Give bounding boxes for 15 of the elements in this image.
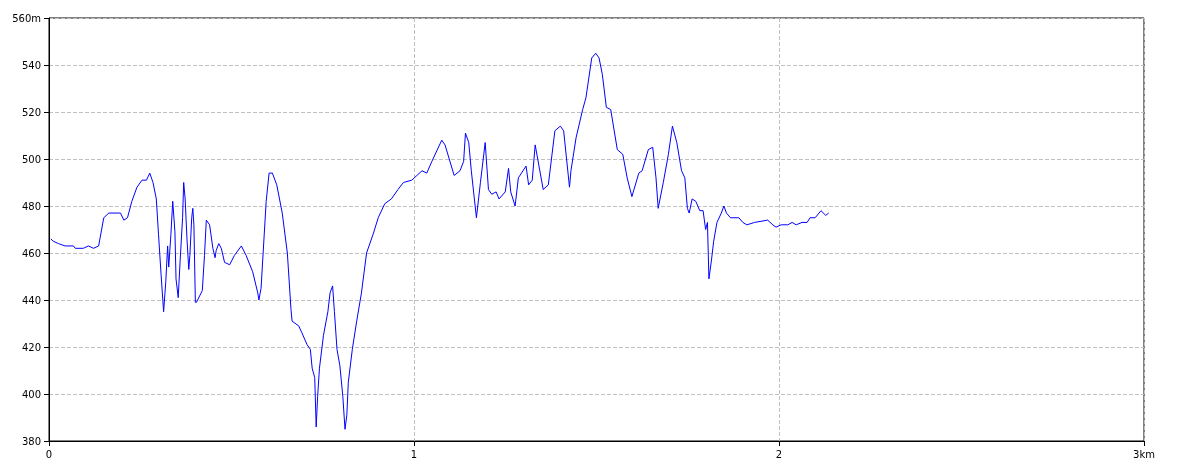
- y-tick-label: 520: [21, 106, 41, 118]
- y-tick-label: 420: [21, 341, 41, 353]
- line-series: [50, 52, 830, 430]
- y-tick-label: 480: [21, 200, 41, 212]
- y-tick-label: 380: [21, 435, 41, 447]
- x-tick-label: 3km: [1133, 448, 1155, 460]
- y-tick-label: 400: [21, 388, 41, 400]
- y-tick-label: 540: [21, 59, 41, 71]
- y-tick-label: 560m: [12, 12, 41, 24]
- x-tick-label: 1: [410, 448, 418, 460]
- x-tick-label: 2: [775, 448, 783, 460]
- y-tick-label: 460: [21, 247, 41, 259]
- y-tick-label: 440: [21, 294, 41, 306]
- x-tick-label: 0: [45, 448, 53, 460]
- y-tick-label: 500: [21, 153, 41, 165]
